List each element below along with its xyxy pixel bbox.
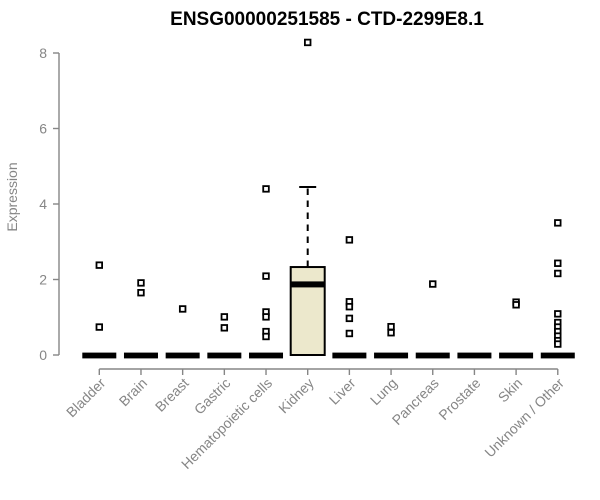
box-breast bbox=[165, 305, 200, 359]
box-pancreas bbox=[415, 280, 450, 359]
box-bladder bbox=[82, 261, 117, 359]
outlier-point bbox=[554, 310, 562, 318]
box-kidney bbox=[289, 38, 326, 357]
box-skin bbox=[499, 298, 534, 359]
x-tick-label-lung: Lung bbox=[367, 375, 400, 408]
box-gastric bbox=[207, 313, 242, 359]
y-tick-label: 8 bbox=[39, 45, 47, 61]
y-tick-label: 2 bbox=[39, 272, 47, 288]
chart-title: ENSG00000251585 - CTD-2299E8.1 bbox=[170, 9, 484, 30]
outlier-point bbox=[345, 302, 354, 311]
median-line bbox=[290, 281, 325, 288]
outlier-point bbox=[345, 329, 354, 338]
outlier-point bbox=[554, 269, 562, 278]
x-tick-label-brain: Brain bbox=[116, 375, 150, 409]
zero-box bbox=[332, 352, 367, 359]
outlier-point bbox=[429, 280, 437, 288]
outlier-point bbox=[95, 261, 103, 269]
zero-box bbox=[165, 352, 200, 359]
outlier-point bbox=[220, 324, 229, 332]
box-lung bbox=[374, 322, 409, 359]
x-tick-label-skin: Skin bbox=[495, 375, 526, 406]
iqr-box bbox=[289, 266, 326, 357]
box-unknown-other bbox=[540, 219, 575, 359]
outlier-point bbox=[137, 279, 145, 287]
x-tick-label-breast: Breast bbox=[152, 375, 192, 415]
box-prostate bbox=[457, 352, 492, 359]
outlier-point bbox=[387, 322, 395, 331]
y-axis: 0 2 4 6 8 Expression bbox=[4, 45, 60, 363]
zero-box bbox=[123, 352, 158, 359]
y-tick-label: 0 bbox=[39, 347, 47, 363]
x-tick-label-liver: Liver bbox=[326, 375, 359, 408]
x-tick-label-prostate: Prostate bbox=[435, 375, 483, 423]
y-axis-title: Expression bbox=[4, 162, 20, 231]
x-tick-label-kidney: Kidney bbox=[275, 375, 317, 417]
outlier-point bbox=[95, 323, 103, 331]
outlier-point bbox=[303, 38, 312, 47]
y-tick-label: 6 bbox=[39, 121, 47, 137]
outlier-point bbox=[554, 219, 562, 227]
zero-box bbox=[82, 352, 117, 359]
outlier-point bbox=[262, 332, 270, 341]
outlier-point bbox=[554, 259, 562, 267]
zero-box bbox=[374, 352, 409, 359]
outlier-point bbox=[262, 272, 270, 280]
outlier-point bbox=[262, 185, 270, 193]
outlier-point bbox=[387, 329, 395, 337]
box-liver bbox=[332, 236, 367, 359]
outlier-point bbox=[345, 314, 354, 323]
zero-box bbox=[457, 352, 492, 359]
outlier-point bbox=[178, 305, 187, 313]
outlier-point bbox=[345, 236, 354, 244]
box-hematopoietic-cells bbox=[249, 185, 284, 359]
zero-box bbox=[499, 352, 534, 359]
outlier-point bbox=[262, 313, 270, 321]
outlier-point bbox=[512, 301, 520, 309]
zero-box bbox=[207, 352, 242, 359]
outlier-point bbox=[137, 289, 145, 297]
zero-box bbox=[415, 352, 450, 359]
outlier-point bbox=[554, 340, 562, 348]
zero-box bbox=[540, 352, 575, 359]
box-brain bbox=[123, 279, 158, 359]
outlier-point bbox=[220, 313, 229, 321]
x-tick-label-unknown-other: Unknown / Other bbox=[481, 375, 567, 461]
zero-box bbox=[249, 352, 284, 359]
y-tick-label: 4 bbox=[39, 196, 47, 212]
x-tick-label-bladder: Bladder bbox=[63, 375, 109, 421]
